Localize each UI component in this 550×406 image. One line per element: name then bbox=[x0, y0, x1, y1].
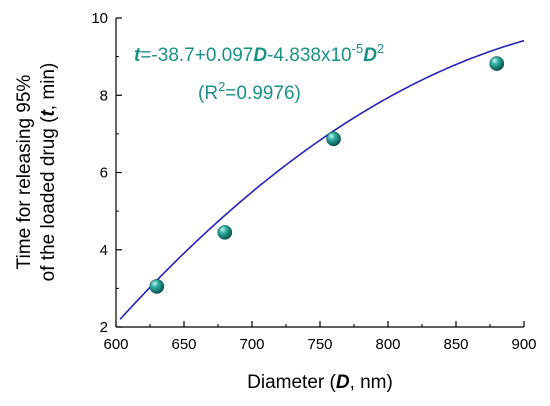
x-tick-label: 600 bbox=[103, 336, 128, 353]
r-squared-suffix: =0.9976) bbox=[225, 83, 301, 104]
x-axis-title-suffix: , nm) bbox=[350, 372, 393, 393]
equation-exponent: -5 bbox=[352, 41, 364, 56]
y-axis-title-line2: of the loaded drug (t, min) bbox=[38, 63, 59, 282]
y-axis-title-line2-prefix: of the loaded drug ( bbox=[38, 116, 59, 281]
data-point bbox=[217, 225, 233, 240]
y-tick-label: 4 bbox=[100, 242, 108, 259]
equation-body: =-38.7+0.097 bbox=[140, 45, 253, 66]
r-squared-prefix: (R bbox=[198, 83, 218, 104]
x-tick-label: 800 bbox=[375, 336, 400, 353]
y-tick-label: 10 bbox=[91, 10, 108, 27]
x-axis-title-prefix: Diameter ( bbox=[247, 372, 336, 393]
x-tick-label: 900 bbox=[511, 336, 536, 353]
y-tick-label: 2 bbox=[100, 319, 108, 336]
r-squared: (R2=0.9976) bbox=[198, 79, 301, 104]
x-tick-label: 700 bbox=[239, 336, 264, 353]
equation-mid: -4.838x10 bbox=[267, 45, 352, 66]
data-points bbox=[149, 56, 505, 294]
y-ticks: 2 4 6 8 10 bbox=[91, 10, 122, 336]
y-axis-title-line2-suffix: , min) bbox=[38, 63, 59, 111]
r-squared-sup: 2 bbox=[218, 79, 225, 94]
equation-var-d2: D bbox=[363, 45, 377, 66]
y-axis-title: Time for releasing 95% of the loaded dru… bbox=[14, 63, 59, 282]
x-tick-label: 850 bbox=[443, 336, 468, 353]
y-tick-label: 6 bbox=[100, 165, 108, 182]
equation-var-t: t bbox=[134, 45, 141, 66]
y-axis-title-var: t bbox=[38, 110, 59, 117]
x-axis-title: Diameter (D, nm) bbox=[247, 372, 393, 393]
x-tick-label: 750 bbox=[307, 336, 332, 353]
data-point bbox=[326, 131, 341, 147]
data-point bbox=[489, 56, 505, 71]
fit-curve bbox=[119, 39, 525, 320]
equation-var-d: D bbox=[253, 45, 267, 66]
data-point bbox=[149, 279, 165, 294]
x-axis-title-var: D bbox=[336, 372, 350, 393]
x-tick-label: 650 bbox=[171, 336, 196, 353]
y-tick-label: 8 bbox=[100, 87, 108, 104]
x-ticks: 600 650 700 750 800 850 900 bbox=[103, 321, 537, 353]
y-axis-title-line1: Time for releasing 95% bbox=[14, 75, 35, 270]
equation-power: 2 bbox=[377, 41, 384, 56]
fit-equation: t=-38.7+0.097D-4.838x10-5D2 bbox=[134, 41, 384, 66]
